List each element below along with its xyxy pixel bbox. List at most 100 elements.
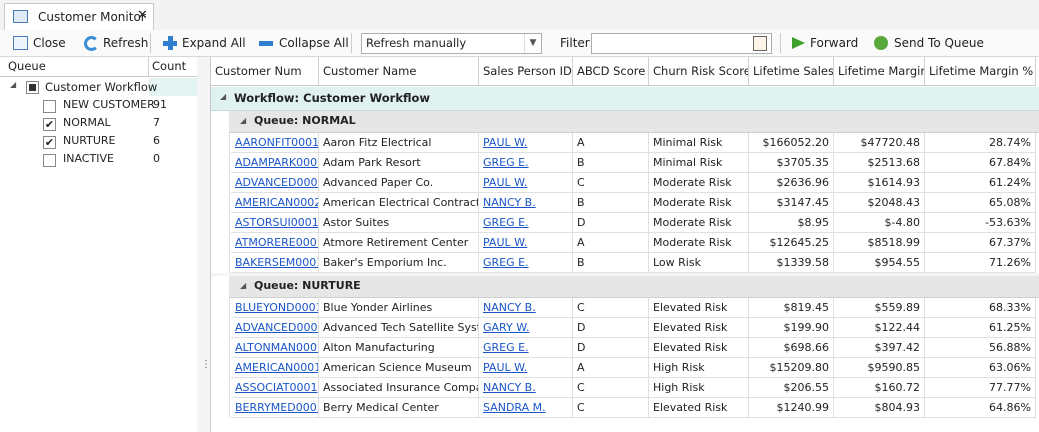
grid-cell: 61.24% xyxy=(925,173,1036,193)
column-header[interactable]: Lifetime Margin xyxy=(834,57,925,86)
cell-link[interactable]: NANCY B. xyxy=(483,196,536,209)
link-cell[interactable]: GREG E. xyxy=(479,338,573,358)
grid-cell: D xyxy=(573,318,649,338)
cell-link[interactable]: ASTORSUI0001 xyxy=(235,216,319,229)
link-cell[interactable]: NANCY B. xyxy=(479,298,573,318)
cell-link[interactable]: NANCY B. xyxy=(483,301,536,314)
cell-text: Advanced Paper Co. xyxy=(323,176,434,189)
cell-link[interactable]: BERRYMED0001 xyxy=(235,401,319,414)
filter-input[interactable] xyxy=(591,33,772,54)
cell-link[interactable]: GREG E. xyxy=(483,341,529,354)
queue-checkbox[interactable] xyxy=(43,100,56,113)
queue-checkbox[interactable]: ✔ xyxy=(43,136,56,149)
link-cell[interactable]: AMERICAN0001 xyxy=(231,358,319,378)
cell-text: $15209.80 xyxy=(769,361,830,374)
grid-cell: Moderate Risk xyxy=(649,173,749,193)
cell-link[interactable]: NANCY B. xyxy=(483,381,536,394)
cell-link[interactable]: GREG E. xyxy=(483,156,529,169)
refresh-button[interactable]: Refresh xyxy=(103,36,149,50)
tab-close[interactable]: ✕ xyxy=(137,8,148,23)
cell-link[interactable]: PAUL W. xyxy=(483,136,528,149)
grid-cell: $47720.48 xyxy=(834,133,925,153)
cell-link[interactable]: GREG E. xyxy=(483,216,529,229)
link-cell[interactable]: ALTONMAN0001 xyxy=(231,338,319,358)
link-cell[interactable]: PAUL W. xyxy=(479,133,573,153)
queue-checkbox[interactable] xyxy=(43,154,56,167)
link-cell[interactable]: ADVANCED0002 xyxy=(231,318,319,338)
cell-text: $2513.68 xyxy=(867,156,921,169)
column-header[interactable]: Churn Risk Score xyxy=(649,57,749,86)
column-header[interactable]: Customer Num xyxy=(211,57,319,86)
link-cell[interactable]: PAUL W. xyxy=(479,173,573,193)
cell-link[interactable]: AMERICAN0002 xyxy=(235,196,319,209)
cell-link[interactable]: PAUL W. xyxy=(483,236,528,249)
grid-cell: High Risk xyxy=(649,378,749,398)
cell-link[interactable]: ASSOCIAT0001 xyxy=(235,381,318,394)
column-header[interactable]: Lifetime Margin % xyxy=(925,57,1036,86)
tab-title: Customer Monitor xyxy=(38,10,146,24)
link-cell[interactable]: BERRYMED0001 xyxy=(231,398,319,418)
cell-text: Associated Insurance Company xyxy=(323,381,479,394)
tab[interactable]: Customer Monitor ✕ xyxy=(4,3,154,31)
link-cell[interactable]: AMERICAN0002 xyxy=(231,193,319,213)
cell-link[interactable]: BLUEYOND0001 xyxy=(235,301,319,314)
queue-checkbox[interactable]: ✔ xyxy=(43,118,56,131)
column-header[interactable]: ABCD Score xyxy=(573,57,649,86)
tree-expander[interactable]: ◢ xyxy=(10,80,17,89)
column-header[interactable]: Lifetime Sales xyxy=(749,57,834,86)
link-cell[interactable]: NANCY B. xyxy=(479,378,573,398)
forward-button[interactable]: Forward xyxy=(810,36,859,50)
link-cell[interactable]: PAUL W. xyxy=(479,358,573,378)
column-header[interactable]: Sales Person ID xyxy=(479,57,573,86)
link-cell[interactable]: GARY W. xyxy=(479,318,573,338)
link-cell[interactable]: ASTORSUI0001 xyxy=(231,213,319,233)
grid-cell: 61.25% xyxy=(925,318,1036,338)
splitter[interactable]: ⋮ xyxy=(197,57,211,432)
refresh-mode-dropdown[interactable]: Refresh manually ▼ xyxy=(361,33,542,54)
group-expander[interactable]: ◢ xyxy=(220,92,227,101)
grid-cell: C xyxy=(573,298,649,318)
cell-link[interactable]: ATMORERE0001 xyxy=(235,236,319,249)
column-header[interactable]: Customer Name xyxy=(319,57,479,86)
filter-clear-icon[interactable] xyxy=(753,36,767,51)
cell-link[interactable]: AARONFIT0001 xyxy=(235,136,319,149)
cell-link[interactable]: PAUL W. xyxy=(483,361,528,374)
link-cell[interactable]: GREG E. xyxy=(479,153,573,173)
cell-text: $1240.99 xyxy=(776,401,830,414)
cell-link[interactable]: ADVANCED0001 xyxy=(235,176,319,189)
expand-all-button[interactable]: Expand All xyxy=(182,36,246,50)
link-cell[interactable]: GREG E. xyxy=(479,253,573,273)
cell-link[interactable]: ALTONMAN0001 xyxy=(235,341,319,354)
link-cell[interactable]: ATMORERE0001 xyxy=(231,233,319,253)
link-cell[interactable]: BLUEYOND0001 xyxy=(231,298,319,318)
link-cell[interactable]: ADVANCED0001 xyxy=(231,173,319,193)
cell-link[interactable]: PAUL W. xyxy=(483,176,528,189)
subgroup-expander[interactable]: ◢ xyxy=(240,281,247,290)
cell-link[interactable]: ADAMPARK0001 xyxy=(235,156,319,169)
link-cell[interactable]: NANCY B. xyxy=(479,193,573,213)
grid-cell: $819.45 xyxy=(749,298,834,318)
link-cell[interactable]: ASSOCIAT0001 xyxy=(231,378,319,398)
link-cell[interactable]: AARONFIT0001 xyxy=(231,133,319,153)
collapse-all-button[interactable]: Collapse All xyxy=(279,36,349,50)
link-cell[interactable]: PAUL W. xyxy=(479,233,573,253)
close-button[interactable]: Close xyxy=(33,36,66,50)
cell-link[interactable]: AMERICAN0001 xyxy=(235,361,319,374)
cell-link[interactable]: SANDRA M. xyxy=(483,401,546,414)
tree-checkbox[interactable] xyxy=(26,81,39,94)
cell-link[interactable]: BAKERSEM0001 xyxy=(235,256,319,269)
cell-text: $-4.80 xyxy=(884,216,920,229)
subgroup-expander[interactable]: ◢ xyxy=(240,116,247,125)
link-cell[interactable]: BAKERSEM0001 xyxy=(231,253,319,273)
link-cell[interactable]: GREG E. xyxy=(479,213,573,233)
separator xyxy=(150,33,151,53)
cell-link[interactable]: ADVANCED0002 xyxy=(235,321,319,334)
grid-cell: Astor Suites xyxy=(319,213,479,233)
column-header: Count xyxy=(152,59,187,73)
link-cell[interactable]: SANDRA M. xyxy=(479,398,573,418)
cell-link[interactable]: GARY W. xyxy=(483,321,530,334)
link-cell[interactable]: ADAMPARK0001 xyxy=(231,153,319,173)
cell-link[interactable]: GREG E. xyxy=(483,256,529,269)
grid-cell: -53.63% xyxy=(925,213,1036,233)
send-to-queue-button[interactable]: Send To Queue xyxy=(894,36,984,50)
